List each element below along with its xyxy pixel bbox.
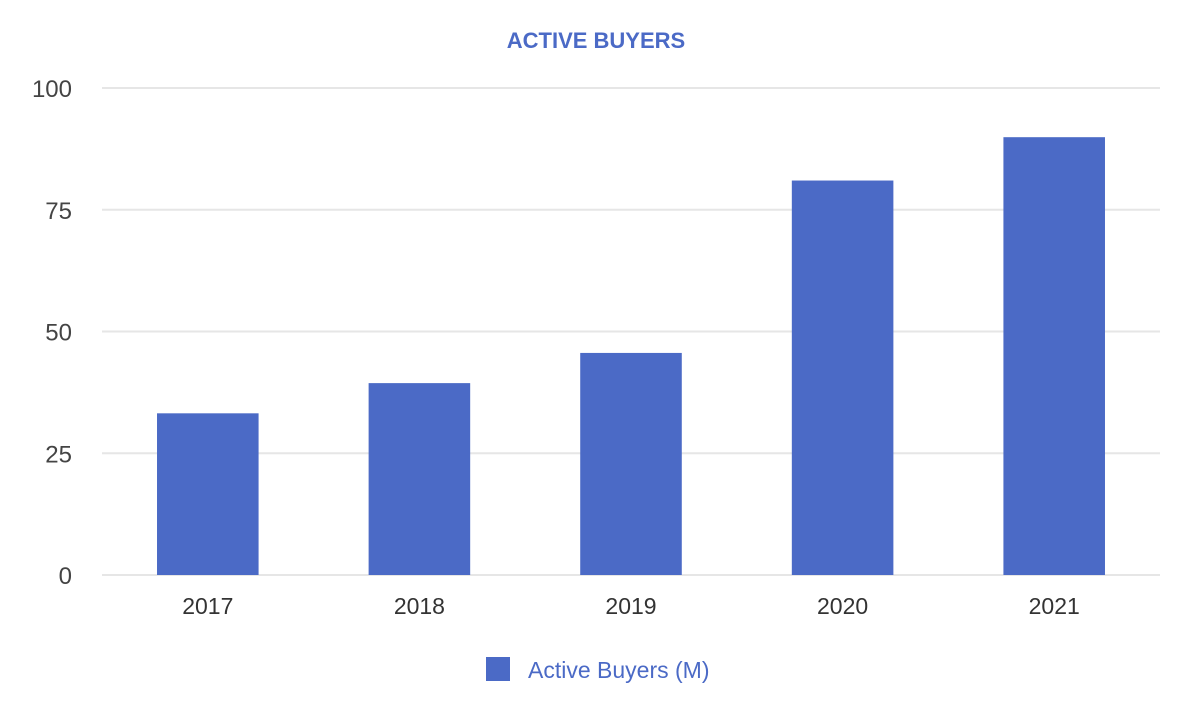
legend[interactable]: Active Buyers (M)	[486, 657, 709, 683]
legend-label[interactable]: Active Buyers (M)	[528, 657, 709, 683]
bar-2020[interactable]	[791, 180, 894, 575]
bars	[157, 137, 1105, 575]
gridlines	[102, 87, 1160, 576]
x-tick-label-2019: 2019	[605, 593, 656, 619]
x-tick-label-2017: 2017	[182, 593, 233, 619]
y-tick-label-25: 25	[45, 441, 72, 468]
chart-title: ACTIVE BUYERS	[507, 28, 685, 53]
bar-2017[interactable]	[157, 413, 259, 575]
bar-2021[interactable]	[1003, 137, 1105, 575]
legend-swatch[interactable]	[486, 657, 510, 681]
x-tick-label-2018: 2018	[394, 593, 445, 619]
y-tick-label-100: 100	[32, 76, 72, 103]
x-tick-label-2020: 2020	[817, 593, 868, 619]
x-tick-label-2021: 2021	[1029, 593, 1080, 619]
bar-2018[interactable]	[368, 383, 471, 575]
bar-2019[interactable]	[580, 352, 682, 575]
y-tick-label-75: 75	[45, 198, 72, 225]
y-tick-label-50: 50	[45, 320, 72, 347]
y-axis-ticks: 0 25 50 75 100	[32, 76, 72, 590]
y-tick-label-0: 0	[59, 563, 72, 590]
x-axis-ticks: 2017 2018 2019 2020 2021	[182, 593, 1080, 619]
